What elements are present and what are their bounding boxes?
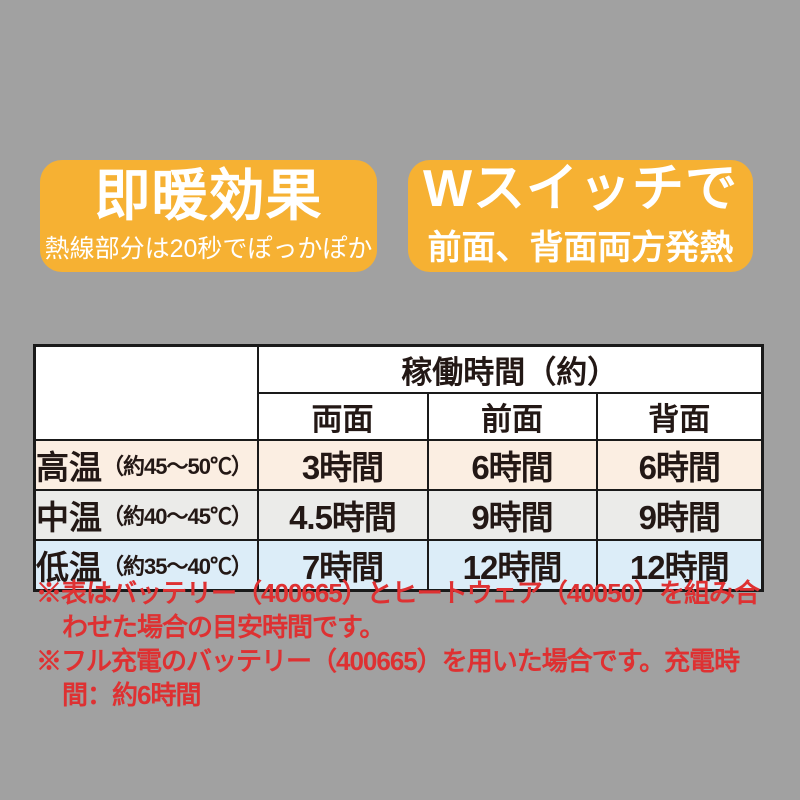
cell-mid-front: 9時間	[426, 489, 598, 541]
row-label-high-temp-range: （約45～50℃）	[102, 454, 253, 479]
feature-badges: 即暖効果 熱線部分は20秒でぽっかぽか Wスイッチで 前面、背面両方発熱	[40, 160, 753, 272]
row-label-low-temp: 低温（約35～40℃）	[33, 539, 259, 592]
table-corner-cell	[33, 344, 259, 441]
row-label-mid-temp-main: 中温	[36, 499, 102, 536]
column-header-both-sides: 両面	[256, 392, 429, 441]
badge-w-switch-title: Wスイッチで	[422, 159, 739, 218]
column-header-back: 背面	[595, 392, 764, 441]
footnote-full-charge: ※フル充電のバッテリー（400665）を用いた場合です。充電時間：約6時間	[36, 646, 740, 710]
badge-w-switch-subtitle: 前面、背面両方発熱	[427, 229, 734, 268]
table-span-header: 稼働時間（約）	[256, 344, 764, 394]
footnotes: ※表はバッテリー（400665）とヒートウェア（40050）を組み合わせた場合の…	[36, 576, 768, 712]
cell-low-front: 12時間	[426, 539, 598, 592]
cell-high-front: 6時間	[426, 439, 598, 491]
row-label-mid-temp: 中温（約40～45℃）	[33, 489, 259, 541]
row-label-low-temp-main: 低温	[36, 549, 102, 586]
column-header-front: 前面	[426, 392, 598, 441]
badge-w-switch: Wスイッチで 前面、背面両方発熱	[408, 160, 753, 272]
cell-low-both: 7時間	[256, 539, 429, 592]
badge-instant-warmth-title: 即暖効果	[94, 163, 323, 227]
cell-mid-both: 4.5時間	[256, 489, 429, 541]
operating-time-table: 稼働時間（約） 両面 前面 背面 高温（約45～50℃） 3時間 6時間 6時間…	[33, 344, 764, 592]
cell-mid-back: 9時間	[595, 489, 764, 541]
row-label-low-temp-range: （約35～40℃）	[102, 554, 253, 579]
cell-high-both: 3時間	[256, 439, 429, 491]
table-row-high-temp: 高温（約45～50℃） 3時間 6時間 6時間	[33, 439, 764, 491]
table-header-row-1: 稼働時間（約）	[33, 344, 764, 441]
operating-time-table-wrap: 稼働時間（約） 両面 前面 背面 高温（約45～50℃） 3時間 6時間 6時間…	[33, 344, 764, 592]
row-label-high-temp-main: 高温	[36, 449, 102, 486]
badge-instant-warmth: 即暖効果 熱線部分は20秒でぽっかぽか	[40, 160, 377, 272]
badge-instant-warmth-subtitle: 熱線部分は20秒でぽっかぽか	[44, 235, 373, 264]
footnote-combination: ※表はバッテリー（400665）とヒートウェア（40050）を組み合わせた場合の…	[36, 578, 760, 642]
cell-low-back: 12時間	[595, 539, 764, 592]
table-header-row-2: 両面 前面 背面	[35, 392, 764, 441]
table-row-mid-temp: 中温（約40～45℃） 4.5時間 9時間 9時間	[33, 489, 764, 541]
table-row-low-temp: 低温（約35～40℃） 7時間 12時間 12時間	[33, 539, 764, 592]
row-label-high-temp: 高温（約45～50℃）	[33, 439, 259, 491]
row-label-mid-temp-range: （約40～45℃）	[102, 504, 253, 529]
cell-high-back: 6時間	[595, 439, 764, 491]
